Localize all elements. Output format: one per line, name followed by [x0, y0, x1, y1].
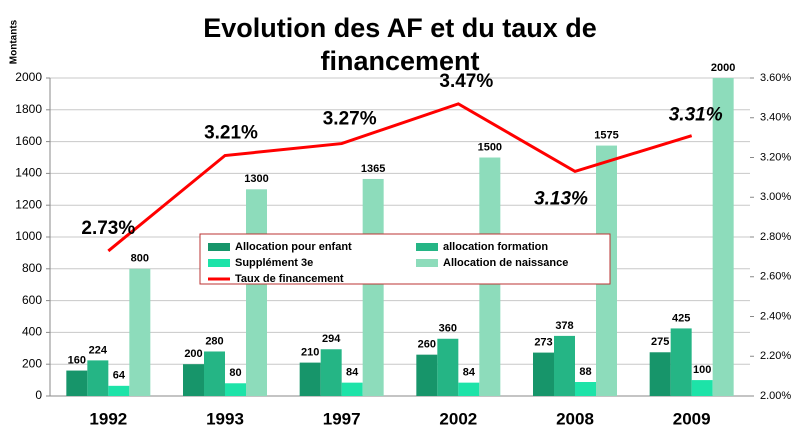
y-tick-label: 600 — [22, 293, 42, 307]
bar-value-label: 100 — [693, 364, 711, 376]
line-value-label: 3.21% — [204, 123, 258, 144]
legend-label: Allocation de naissance — [443, 257, 568, 269]
bar-value-label: 2000 — [711, 62, 735, 74]
chart-title: Evolution des AF et du taux de financeme… — [150, 12, 650, 78]
y2-tick-label: 3.40% — [760, 112, 791, 124]
x-tick-label: 2002 — [439, 409, 477, 428]
x-tick-label: 2009 — [673, 409, 711, 428]
bar — [416, 355, 437, 396]
legend-label: Allocation pour enfant — [235, 241, 352, 253]
y-tick-label: 1600 — [15, 134, 42, 148]
bar — [692, 380, 713, 396]
bar-value-label: 224 — [89, 344, 108, 356]
bar — [129, 269, 150, 396]
y2-tick-label: 3.60% — [760, 72, 791, 84]
bar — [204, 351, 225, 396]
bar — [458, 383, 479, 396]
bar — [713, 78, 734, 396]
y-axis-label: Montants — [9, 19, 20, 64]
y-tick-label: 200 — [22, 356, 42, 370]
page: {"chart_data": { "type": "bar", "title":… — [0, 0, 802, 434]
bar-value-label: 200 — [184, 348, 202, 360]
bar-value-label: 273 — [534, 336, 552, 348]
bar-value-label: 210 — [301, 347, 319, 359]
bar — [437, 339, 458, 396]
legend-label: Supplément 3e — [235, 257, 313, 269]
bar — [533, 353, 554, 396]
legend-label: allocation formation — [443, 241, 548, 253]
bar-value-label: 360 — [439, 323, 457, 335]
legend-swatch — [208, 259, 230, 267]
y-tick-label: 800 — [22, 261, 42, 275]
bar — [575, 382, 596, 396]
y-tick-label: 1200 — [15, 197, 42, 211]
bar — [87, 360, 108, 396]
bar-value-label: 64 — [113, 370, 126, 382]
y-tick-label: 400 — [22, 325, 42, 339]
bar-value-label: 160 — [68, 354, 86, 366]
line-value-label: 3.27% — [323, 109, 377, 130]
y2-tick-label: 3.00% — [760, 191, 791, 203]
y-tick-label: 1400 — [15, 166, 42, 180]
line-value-label: 3.13% — [534, 188, 588, 209]
y2-tick-label: 2.40% — [760, 310, 791, 322]
line-value-label: 3.31% — [669, 105, 723, 126]
bar — [246, 189, 267, 396]
bar — [650, 352, 671, 396]
x-tick-label: 1992 — [89, 409, 127, 428]
legend-swatch — [208, 243, 230, 251]
x-tick-label: 1993 — [206, 409, 244, 428]
bar — [363, 179, 384, 396]
x-tick-label: 2008 — [556, 409, 594, 428]
y2-tick-label: 2.60% — [760, 271, 791, 283]
legend-swatch — [416, 243, 438, 251]
y2-tick-label: 2.80% — [760, 231, 791, 243]
bar — [554, 336, 575, 396]
bar — [321, 349, 342, 396]
bar — [108, 386, 129, 396]
bar-value-label: 425 — [672, 312, 690, 324]
legend: Allocation pour enfant allocation formati… — [200, 234, 610, 285]
bar-value-label: 80 — [229, 367, 241, 379]
bar-value-label: 260 — [418, 339, 436, 351]
bar-value-label: 84 — [463, 367, 476, 379]
bar-value-label: 88 — [579, 366, 591, 378]
bar-value-label: 294 — [322, 333, 341, 345]
bar-value-label: 378 — [555, 320, 573, 332]
legend-swatch — [416, 259, 438, 267]
bar-value-label: 1365 — [361, 163, 385, 175]
bar — [66, 371, 87, 396]
y-tick-label: 0 — [35, 388, 42, 402]
bar — [300, 363, 321, 396]
bar-value-label: 1300 — [244, 173, 268, 185]
bar-value-label: 800 — [131, 253, 149, 265]
y-tick-label: 1000 — [15, 229, 42, 243]
bar — [342, 383, 363, 396]
bar — [183, 364, 204, 396]
line-value-label: 2.73% — [81, 218, 135, 239]
bar-value-label: 84 — [346, 367, 359, 379]
legend-label: Taux de financement — [235, 273, 344, 285]
y2-tick-label: 2.20% — [760, 350, 791, 362]
bar-value-label: 280 — [205, 335, 223, 347]
y-tick-label: 2000 — [15, 70, 42, 84]
bar-value-label: 1575 — [594, 129, 618, 141]
bar — [671, 328, 692, 396]
y2-tick-label: 3.20% — [760, 151, 791, 163]
bar — [225, 383, 246, 396]
bar-value-label: 1500 — [478, 141, 502, 153]
bar-value-label: 275 — [651, 336, 669, 348]
y-tick-label: 1800 — [15, 102, 42, 116]
y2-tick-label: 2.00% — [760, 390, 791, 402]
x-tick-label: 1997 — [323, 409, 361, 428]
